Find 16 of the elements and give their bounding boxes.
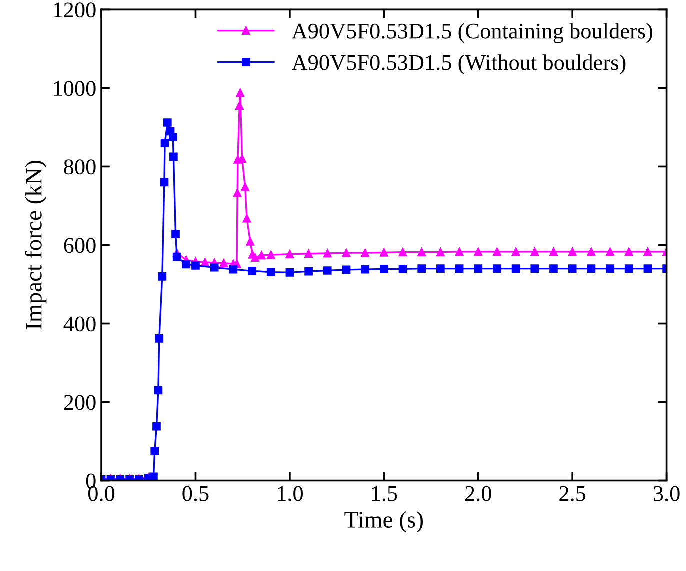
x-tick-label: 2.5: [560, 486, 586, 502]
x-tick-label: 2.0: [465, 486, 492, 502]
legend-label: A90V5F0.53D1.5 (Without boulders): [292, 54, 626, 75]
x-axis-title: Time (s): [344, 511, 424, 533]
x-tick-label: 1.0: [278, 486, 303, 502]
y-tick-label: 600: [64, 238, 96, 254]
y-tick-label: 1200: [54, 2, 96, 18]
y-axis-title: Impact force (kN): [25, 161, 47, 330]
legend-label: A90V5F0.53D1.5 (Containing boulders): [292, 23, 652, 44]
x-tick-label: 3.0: [654, 486, 680, 502]
x-tick-label: 0.5: [182, 486, 209, 502]
y-tick-label: 800: [64, 160, 96, 175]
x-tick-label: 1.5: [372, 486, 398, 502]
y-tick-label: 400: [64, 316, 96, 332]
y-tick-label: 200: [64, 395, 96, 410]
y-tick-label: 1000: [54, 81, 96, 96]
